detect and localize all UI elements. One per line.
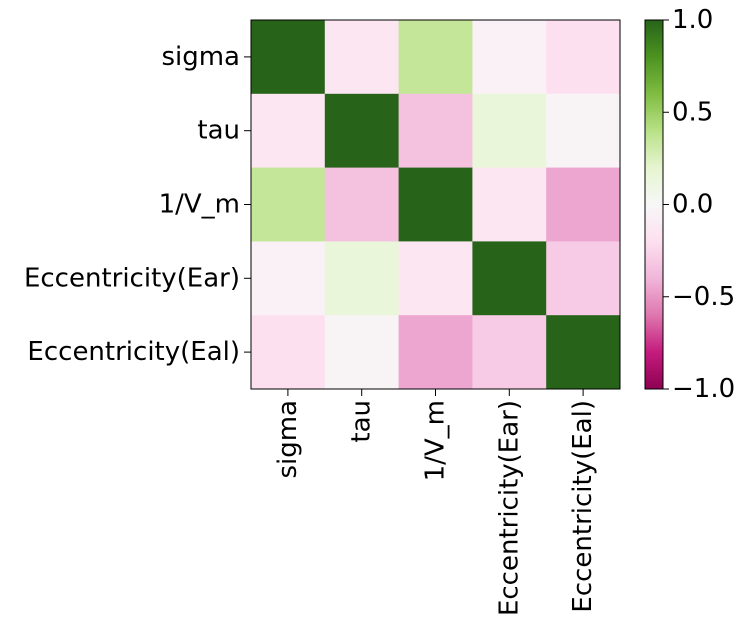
x-axis-ticks: sigma tau 1/V_m Eccentricity(Ear) Eccentrici… <box>273 389 598 616</box>
heatmap-cell <box>324 241 400 316</box>
colorbar-tick-label: −1.0 <box>672 374 735 404</box>
heatmap-cells <box>251 20 621 390</box>
y-tick-label: Eccentricity(Ear) <box>24 263 240 293</box>
heatmap-cell <box>324 167 400 242</box>
heatmap-cell <box>472 241 547 316</box>
heatmap-cell <box>251 315 326 390</box>
heatmap-cell <box>398 93 473 169</box>
heatmap-cell <box>398 315 473 390</box>
heatmap-cell <box>251 241 326 316</box>
heatmap-cell <box>472 20 547 95</box>
x-tick-label: Eccentricity(Ear) <box>494 400 524 616</box>
heatmap-cell <box>251 20 326 95</box>
colorbar-tick-label: 1.0 <box>672 5 713 35</box>
heatmap-cell <box>546 241 621 316</box>
y-tick-label: sigma <box>161 42 240 72</box>
colorbar <box>644 19 664 390</box>
heatmap-cell <box>324 93 400 169</box>
heatmap-cell <box>472 315 547 390</box>
y-tick-label: Eccentricity(Eal) <box>27 337 240 367</box>
heatmap-cell <box>251 93 326 169</box>
y-tick-label: 1/V_m <box>159 190 240 220</box>
colorbar-ticks: 1.0 0.5 0.0 −0.5 −1.0 <box>663 5 735 404</box>
heatmap-cell <box>546 315 621 390</box>
heatmap-cell <box>398 241 473 316</box>
heatmap-cell <box>472 167 547 242</box>
colorbar-tick-label: −0.5 <box>672 282 735 312</box>
colorbar-tick-label: 0.0 <box>672 190 713 220</box>
heatmap-cell <box>546 93 621 169</box>
x-tick-label: sigma <box>273 400 303 479</box>
x-tick-label: tau <box>347 400 377 443</box>
heatmap-cell <box>546 167 621 242</box>
heatmap-cell <box>324 315 400 390</box>
y-axis-ticks: sigma tau 1/V_m Eccentricity(Ear) Eccentrici… <box>24 42 251 367</box>
heatmap-cell <box>324 20 400 95</box>
heatmap-cell <box>546 20 621 95</box>
x-tick-label: Eccentricity(Eal) <box>568 400 598 613</box>
heatmap-cell <box>472 93 547 169</box>
heatmap-cell <box>398 167 473 242</box>
y-tick-label: tau <box>197 116 240 146</box>
x-tick-label: 1/V_m <box>421 400 451 481</box>
colorbar-tick-label: 0.5 <box>672 97 713 127</box>
heatmap-cell <box>251 167 326 242</box>
heatmap-cell <box>398 20 473 95</box>
